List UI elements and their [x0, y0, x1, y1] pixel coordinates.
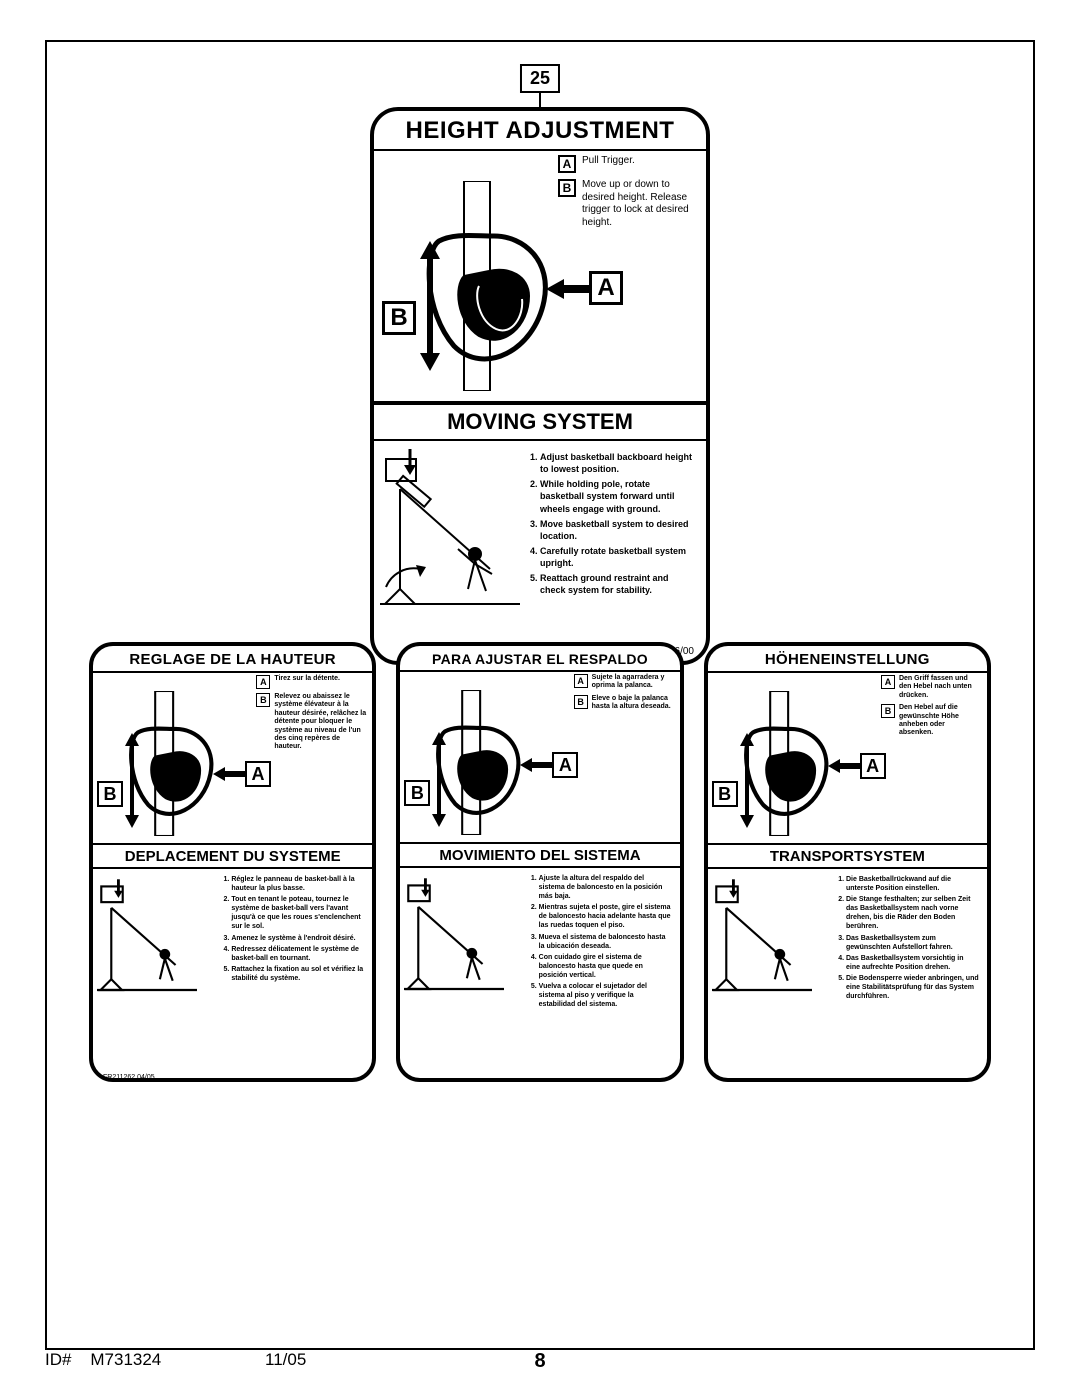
main-instruction-card: HEIGHT ADJUSTMENT A Pull Trigger. B Move… [370, 107, 710, 665]
moving-step: Carefully rotate basketball system uprig… [540, 545, 696, 569]
letter-a-box: A [256, 675, 270, 689]
footer-id: ID# M731324 [45, 1350, 265, 1370]
sub-steps-list: Réglez le panneau de basket-ball à la ha… [219, 875, 364, 985]
moving-illustration-small [97, 875, 197, 1005]
sub-lower: Réglez le panneau de basket-ball à la ha… [93, 869, 372, 1082]
footer-id-value: M731324 [90, 1350, 161, 1369]
arrow-a-icon [520, 758, 552, 772]
step-a-text: Pull Trigger. [582, 155, 635, 173]
letter-b-box: B [574, 695, 588, 709]
sub-step: Das Basketballsystem zum gewünschten Auf… [846, 934, 979, 952]
sub-a-text: Tirez sur la détente. [274, 675, 340, 689]
callout-a-box: A [245, 761, 271, 787]
letter-b-box: B [881, 704, 895, 718]
sub-label-code: FR211262 04/05 [103, 1074, 155, 1081]
arrow-a-icon [828, 759, 860, 773]
sub-upper: A Tirez sur la détente. B Relevez ou abais… [93, 673, 372, 843]
sub-step: Redressez délicatement le système de bas… [231, 945, 364, 963]
callout-b-box: B [404, 780, 430, 806]
main-title-moving: MOVING SYSTEM [374, 405, 706, 439]
sub-title-top: REGLAGE DE LA HAUTEUR [93, 646, 372, 671]
sub-steps-list: Die Basketballrückwand auf die unterste … [834, 875, 979, 1003]
sub-b-text: Den Hebel auf die gewünschte Höhe anhebe… [899, 704, 981, 738]
outer-frame: 25 HEIGHT ADJUSTMENT A Pull Trigger. B M… [45, 40, 1035, 1350]
letter-a-box: A [558, 155, 576, 173]
step-a-row: A Pull Trigger. [558, 155, 698, 173]
sub-step: Die Stange festhalten; zur selben Zeit d… [846, 895, 979, 931]
callout-a-box: A [552, 752, 578, 778]
letter-a-box: A [574, 674, 588, 688]
sub-upper: A Den Griff fassen und den Hebel nach unt… [708, 673, 987, 843]
footer-date: 11/05 [265, 1350, 485, 1370]
sub-lower: Ajuste la altura del respaldo del sistem… [400, 868, 679, 1082]
callout-a-box: A [589, 271, 623, 305]
sub-step: Ajuste la altura del respaldo del sistem… [539, 874, 672, 901]
arrow-b-icon [432, 732, 446, 827]
moving-step: Adjust basketball backboard height to lo… [540, 451, 696, 475]
page: 25 HEIGHT ADJUSTMENT A Pull Trigger. B M… [0, 0, 1080, 1380]
sub-step: Die Bodensperre wieder anbringen, und ei… [846, 974, 979, 1001]
sub-title-bottom: DEPLACEMENT DU SYSTEME [93, 845, 372, 867]
footer-page-number: 8 [534, 1350, 545, 1373]
sub-step: Mientras sujeta el poste, gire el sistem… [539, 903, 672, 930]
step-badge: 25 [520, 64, 560, 93]
sub-card-fr: REGLAGE DE LA HAUTEUR A Tirez sur la déte… [89, 642, 376, 1082]
moving-steps-list: Adjust basketball backboard height to lo… [526, 451, 696, 600]
sub-step: Amenez le système à l'endroit désiré. [231, 934, 364, 943]
sub-title-bottom: MOVIMIENTO DEL SISTEMA [400, 844, 679, 866]
sub-a-text: Sujete la agarradera y oprima la palanca… [592, 674, 674, 691]
moving-step: Move basketball system to desired locati… [540, 518, 696, 542]
step-b-text: Move up or down to desired height. Relea… [582, 179, 698, 229]
footer-id-label: ID# [45, 1350, 71, 1369]
moving-system-section: Adjust basketball backboard height to lo… [374, 441, 706, 661]
sub-step: Das Basketballsystem vorsichtig in eine … [846, 954, 979, 972]
sub-step: Con cuidado gire el sistema de baloncest… [539, 953, 672, 980]
height-adjustment-section: A Pull Trigger. B Move up or down to des… [374, 151, 706, 401]
sub-step: Mueva el sistema de baloncesto hasta la … [539, 933, 672, 951]
sub-ab-block: A Tirez sur la détente. B Relevez ou abais… [256, 675, 366, 756]
sub-cards-row: REGLAGE DE LA HAUTEUR A Tirez sur la déte… [89, 642, 991, 1082]
arrow-b-updown-icon [420, 241, 440, 371]
sub-step: Rattachez la fixation au sol et vérifiez… [231, 965, 364, 983]
sub-b-text: Relevez ou abaissez le système élévateur… [274, 693, 366, 752]
main-title-height: HEIGHT ADJUSTMENT [374, 111, 706, 149]
sub-step: Réglez le panneau de basket-ball à la ha… [231, 875, 364, 893]
arrow-a-icon [546, 279, 590, 299]
sub-card-de: HÖHENEINSTELLUNG A Den Griff fassen und d… [704, 642, 991, 1082]
sub-step: Die Basketballrückwand auf die unterste … [846, 875, 979, 893]
callout-b-box: B [382, 301, 416, 335]
handle-illustration-small [99, 691, 239, 836]
callout-a-box: A [860, 753, 886, 779]
sub-step: Vuelva a colocar el sujetador del sistem… [539, 982, 672, 1009]
sub-title-top: PARA AJUSTAR EL RESPALDO [400, 646, 679, 670]
step-leader-line [539, 92, 541, 108]
sub-step: Tout en tenant le poteau, tournez le sys… [231, 895, 364, 931]
callout-b-box: B [712, 781, 738, 807]
moving-illustration-small [712, 875, 812, 1005]
sub-lower: Die Basketballrückwand auf die unterste … [708, 869, 987, 1082]
sub-steps-list: Ajuste la altura del respaldo del sistem… [527, 874, 672, 1011]
moving-illustration [380, 449, 520, 619]
page-footer: ID# M731324 11/05 8 [45, 1350, 1035, 1370]
sub-upper: A Sujete la agarradera y oprima la palanc… [400, 672, 679, 842]
letter-a-box: A [881, 675, 895, 689]
sub-title-bottom: TRANSPORTSYSTEM [708, 845, 987, 867]
arrow-b-icon [740, 733, 754, 828]
sub-ab-block: A Sujete la agarradera y oprima la palanc… [574, 674, 674, 716]
arrow-a-icon [213, 767, 245, 781]
moving-illustration-small [404, 874, 504, 1004]
sub-title-top: HÖHENEINSTELLUNG [708, 646, 987, 671]
sub-card-es: PARA AJUSTAR EL RESPALDO A Sujete la agar… [396, 642, 683, 1082]
sub-a-text: Den Griff fassen und den Hebel nach unte… [899, 675, 981, 700]
moving-step: Reattach ground restraint and check syst… [540, 572, 696, 596]
arrow-b-icon [125, 733, 139, 828]
letter-b-box: B [256, 693, 270, 707]
callout-b-box: B [97, 781, 123, 807]
sub-b-text: Eleve o baje la palanca hasta la altura … [592, 695, 674, 712]
moving-step: While holding pole, rotate basketball sy… [540, 478, 696, 514]
sub-ab-block: A Den Griff fassen und den Hebel nach unt… [881, 675, 981, 742]
